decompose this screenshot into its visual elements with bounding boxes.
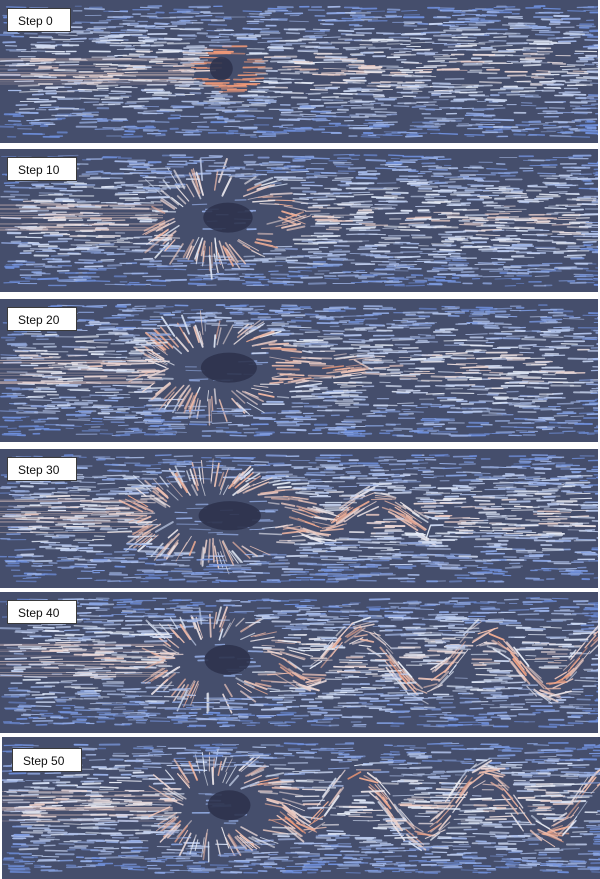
step-label: Step 0	[7, 8, 71, 32]
flow-panel-step-30: Step 30	[0, 449, 598, 588]
flow-panel-step-20: Step 20	[0, 299, 598, 442]
step-label: Step 50	[12, 748, 82, 772]
flow-panel-step-0: Step 0	[0, 0, 598, 143]
step-label: Step 30	[7, 457, 77, 481]
flow-panel-step-40: Step 40	[0, 592, 598, 733]
flow-field-image	[0, 303, 598, 438]
flow-field-image	[0, 596, 598, 728]
flow-field-image	[0, 153, 598, 287]
step-label: Step 40	[7, 600, 77, 624]
flow-panel-step-50: Step 50	[2, 737, 600, 879]
flow-field-image	[0, 453, 598, 583]
step-label: Step 20	[7, 307, 77, 331]
flow-field-image	[2, 742, 600, 875]
step-label: Step 10	[7, 157, 77, 181]
flow-field-image	[0, 5, 598, 138]
flow-panel-step-10: Step 10	[0, 149, 598, 292]
